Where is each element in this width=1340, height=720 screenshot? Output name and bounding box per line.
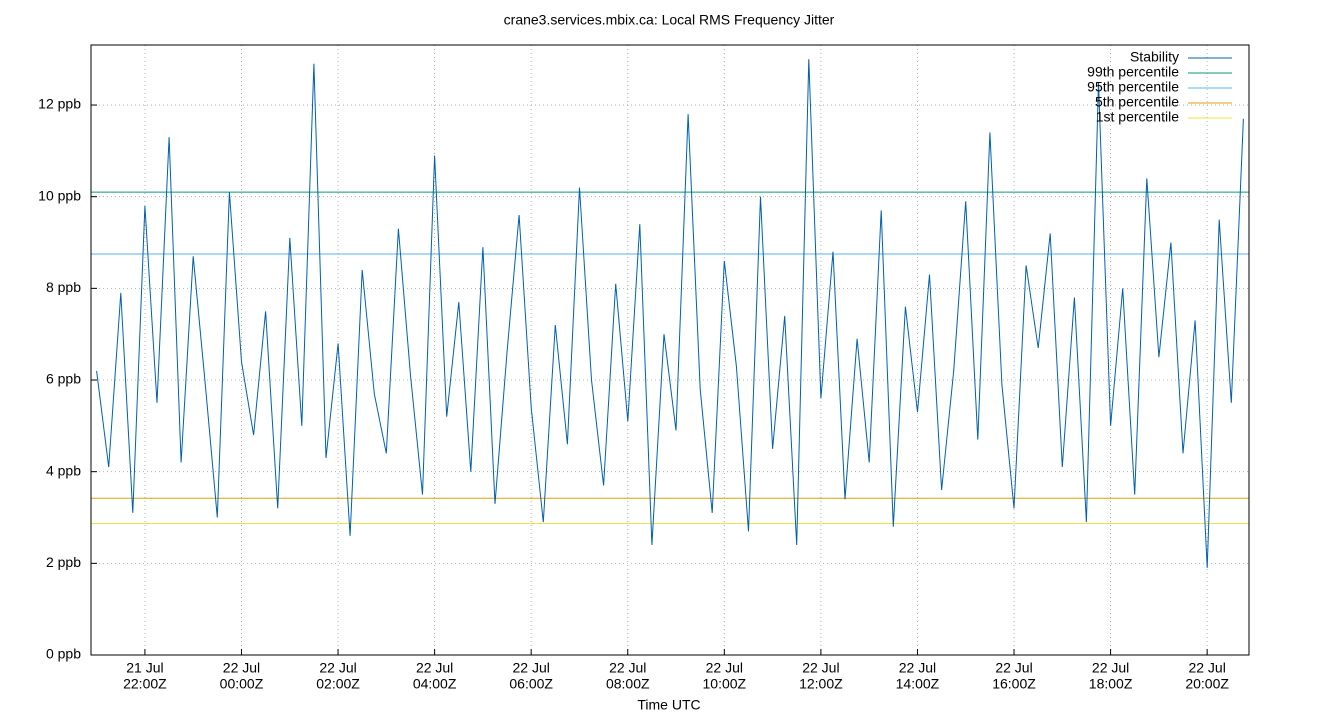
x-tick-label-date: 22 Jul	[995, 660, 1032, 676]
y-tick-label: 0 ppb	[46, 646, 81, 662]
x-tick-label-date: 22 Jul	[1092, 660, 1129, 676]
plot-border	[90, 44, 1250, 656]
legend-label: Stability	[1130, 49, 1179, 65]
x-tick-label-date: 22 Jul	[1188, 660, 1225, 676]
x-tick-label-time: 12:00Z	[799, 676, 843, 692]
y-tick-label: 10 ppb	[38, 187, 81, 203]
x-tick-label-time: 08:00Z	[606, 676, 650, 692]
x-tick-label-date: 22 Jul	[706, 660, 743, 676]
x-tick-label-time: 04:00Z	[413, 676, 457, 692]
x-tick-label-time: 18:00Z	[1089, 676, 1133, 692]
legend-label: 95th percentile	[1087, 79, 1179, 95]
x-tick-label-time: 10:00Z	[703, 676, 747, 692]
y-tick-label: 8 ppb	[46, 279, 81, 295]
x-tick-label-time: 02:00Z	[316, 676, 360, 692]
plot-area	[91, 45, 1249, 656]
chart-title: crane3.services.mbix.ca: Local RMS Frequ…	[504, 12, 835, 28]
x-tick-label-date: 22 Jul	[513, 660, 550, 676]
series-line	[96, 59, 1244, 568]
x-tick-label-date: 21 Jul	[126, 660, 163, 676]
x-tick-label-date: 22 Jul	[899, 660, 936, 676]
x-tick-label-date: 22 Jul	[223, 660, 260, 676]
x-tick-label-time: 06:00Z	[509, 676, 553, 692]
x-tick-label-time: 16:00Z	[992, 676, 1036, 692]
x-tick-label-time: 20:00Z	[1185, 676, 1229, 692]
y-tick-label: 2 ppb	[46, 554, 81, 570]
legend-label: 5th percentile	[1095, 94, 1179, 110]
x-tick-label-date: 22 Jul	[609, 660, 646, 676]
x-axis-label: Time UTC	[637, 697, 700, 713]
legend-label: 99th percentile	[1087, 64, 1179, 80]
x-tick-label-date: 22 Jul	[416, 660, 453, 676]
x-tick-label-time: 14:00Z	[896, 676, 940, 692]
x-tick-label-time: 22:00Z	[123, 676, 167, 692]
y-tick-label: 4 ppb	[46, 462, 81, 478]
y-tick-label: 12 ppb	[38, 96, 81, 112]
legend-label: 1st percentile	[1096, 109, 1179, 125]
x-tick-label-date: 22 Jul	[319, 660, 356, 676]
x-tick-label-date: 22 Jul	[802, 660, 839, 676]
y-tick-label: 6 ppb	[46, 371, 81, 387]
x-tick-label-time: 00:00Z	[220, 676, 264, 692]
